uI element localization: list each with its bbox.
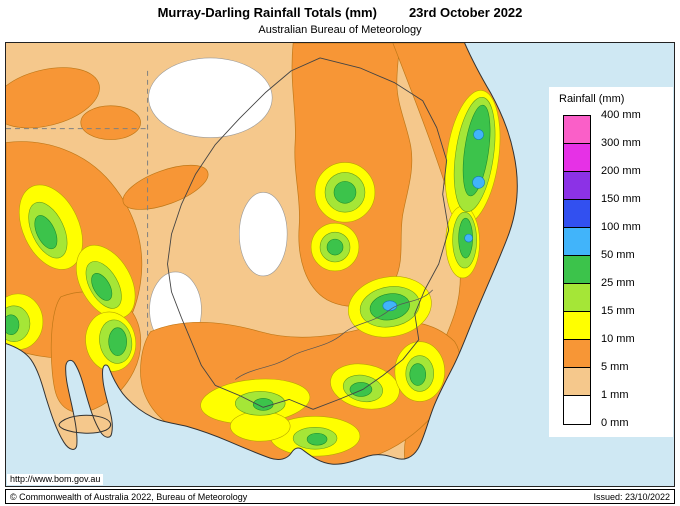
legend-labels: 400 mm 300 mm 200 mm 150 mm 100 mm 50 mm 25 mm… <box>601 109 669 429</box>
coastline <box>6 43 518 465</box>
footer-bar: © Commonwealth of Australia 2022, Bureau… <box>5 489 675 504</box>
legend-label: 25 mm <box>601 277 635 289</box>
legend-label: 50 mm <box>601 249 635 261</box>
legend-swatch <box>564 228 590 256</box>
contour-cyan <box>382 129 485 312</box>
legend-swatches <box>563 115 591 425</box>
legend-label: 400 mm <box>601 109 641 121</box>
legend: Rainfall (mm) 400 mm 300 mm 200 mm 150 mm 10… <box>549 87 673 437</box>
legend-swatch <box>564 368 590 396</box>
legend-swatch <box>564 284 590 312</box>
page-title: Murray-Darling Rainfall Totals (mm) <box>157 5 377 20</box>
legend-label: 0 mm <box>601 417 629 429</box>
issued-date: Issued: 23/10/2022 <box>593 491 670 502</box>
legend-swatch <box>564 312 590 340</box>
legend-label: 15 mm <box>601 305 635 317</box>
legend-swatch <box>564 256 590 284</box>
legend-label: 5 mm <box>601 361 629 373</box>
basin-boundary <box>167 57 450 410</box>
river-line <box>235 289 433 380</box>
page-subtitle: Australian Bureau of Meteorology <box>258 24 422 36</box>
header-title-line: Murray-Darling Rainfall Totals (mm) 23rd … <box>0 5 680 20</box>
legend-label: 100 mm <box>601 221 641 233</box>
legend-swatch <box>564 172 590 200</box>
legend-label: 10 mm <box>601 333 635 345</box>
bom-url-label: http://www.bom.gov.au <box>7 474 104 485</box>
legend-label: 200 mm <box>601 165 641 177</box>
rainfall-contours <box>6 43 518 465</box>
legend-label: 150 mm <box>601 193 641 205</box>
legend-label: 300 mm <box>601 137 641 149</box>
legend-swatch <box>564 396 590 424</box>
legend-title: Rainfall (mm) <box>559 93 625 105</box>
rainfall-map: Rainfall (mm) 400 mm 300 mm 200 mm 150 mm 10… <box>5 42 675 487</box>
contour-green <box>6 104 491 446</box>
legend-swatch <box>564 116 590 144</box>
map-date: 23rd October 2022 <box>408 5 523 20</box>
copyright-text: © Commonwealth of Australia 2022, Bureau… <box>10 491 248 502</box>
legend-label: 1 mm <box>601 389 629 401</box>
header: Murray-Darling Rainfall Totals (mm) 23rd … <box>0 5 680 36</box>
legend-swatch <box>564 200 590 228</box>
legend-swatch <box>564 340 590 368</box>
legend-swatch <box>564 144 590 172</box>
state-borders <box>6 70 149 337</box>
